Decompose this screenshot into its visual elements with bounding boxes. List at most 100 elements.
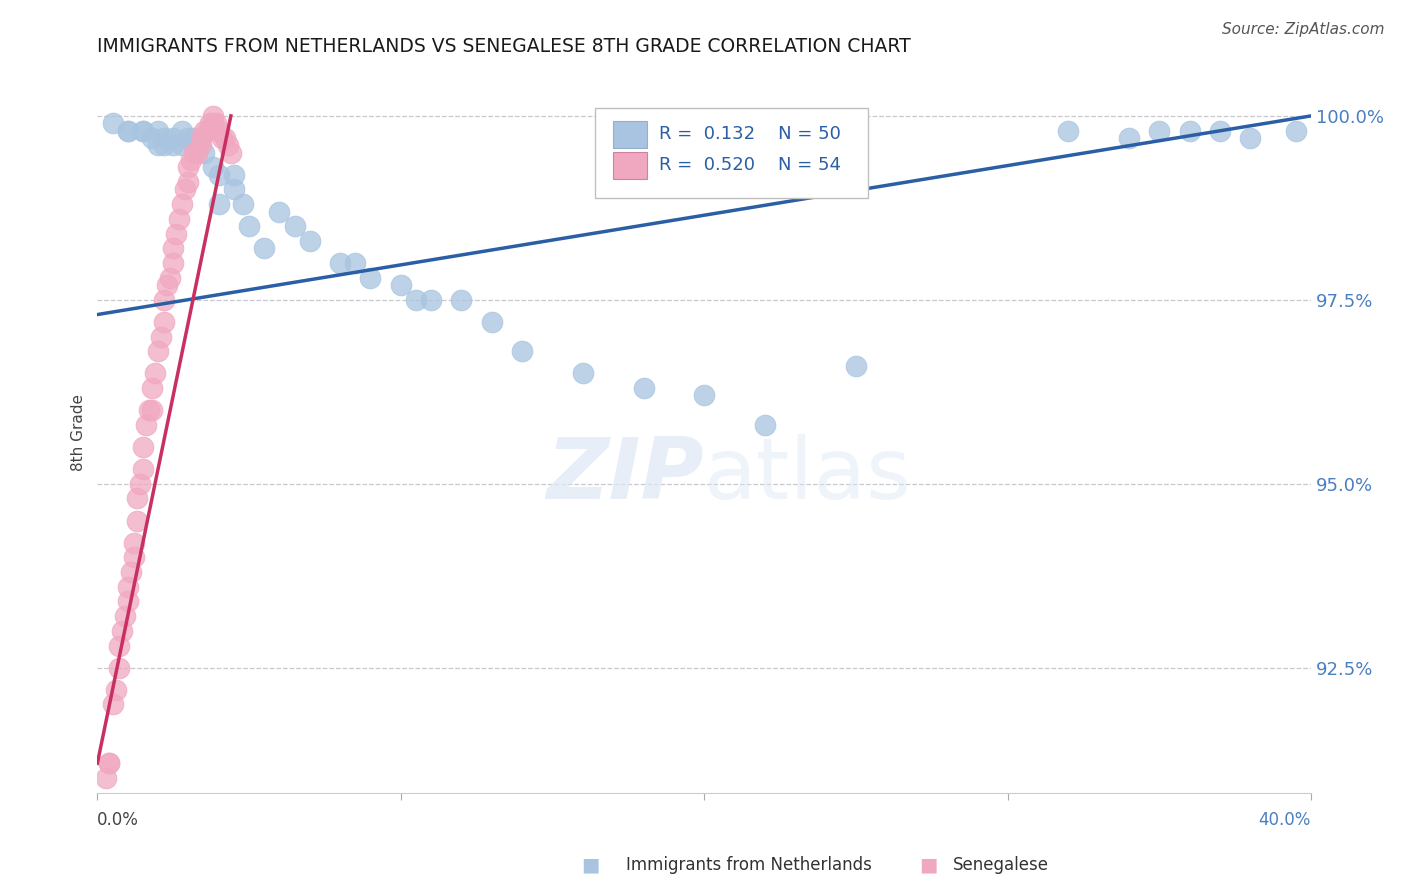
Point [122,535,145,549]
Point [405,293,427,307]
Point [232,197,254,211]
FancyBboxPatch shape [613,120,647,148]
Point [208,168,231,182]
Point [208,123,231,137]
Point [284,219,307,234]
Point [1285,123,1308,137]
FancyBboxPatch shape [595,108,868,198]
Point [146,138,169,153]
Point [219,145,242,160]
Point [222,168,245,182]
Point [159,270,181,285]
Point [201,161,224,175]
Point [190,138,212,153]
Point [143,367,166,381]
Point [186,145,208,160]
Point [214,131,236,145]
Point [146,123,169,137]
Point [183,138,205,153]
Point [125,514,148,528]
Point [180,153,202,167]
Point [481,315,503,329]
Point [198,116,221,130]
Point [132,440,155,454]
Point [141,381,163,395]
Point [107,639,129,653]
Point [156,278,179,293]
Point [450,293,472,307]
Point [193,145,215,160]
Point [1178,123,1201,137]
Point [174,182,197,196]
Point [201,109,224,123]
Point [120,565,142,579]
Point [138,403,160,417]
Point [162,256,184,270]
Point [162,138,184,153]
Point [177,161,200,175]
Point [96,771,118,785]
Point [190,131,212,145]
Text: R =  0.520    N = 54: R = 0.520 N = 54 [659,156,841,175]
Point [111,624,134,638]
Point [153,315,176,329]
Point [693,388,716,402]
Point [208,197,231,211]
Point [153,138,176,153]
Point [211,131,233,145]
Point [125,491,148,506]
Point [298,234,321,248]
Point [153,131,176,145]
Text: 0.0%: 0.0% [97,811,139,829]
Point [1118,131,1140,145]
Point [193,123,215,137]
Point [344,256,367,270]
Point [132,123,155,137]
Point [222,182,245,196]
Point [201,116,224,130]
Point [101,116,124,130]
Point [238,219,260,234]
Point [98,756,121,771]
Point [122,550,145,565]
Point [141,131,163,145]
Point [845,359,868,373]
Point [269,204,291,219]
Point [177,175,200,189]
Text: ■: ■ [918,855,938,875]
Point [329,256,352,270]
Point [132,462,155,476]
Point [183,145,205,160]
Point [389,278,412,293]
Point [172,197,194,211]
Point [104,682,127,697]
Point [101,698,124,712]
Point [107,661,129,675]
Point [420,293,443,307]
Point [114,609,136,624]
Text: R =  0.132    N = 50: R = 0.132 N = 50 [659,126,841,144]
Point [572,367,595,381]
Point [195,123,218,137]
Text: Immigrants from Netherlands: Immigrants from Netherlands [626,856,872,874]
Point [172,138,194,153]
Text: IMMIGRANTS FROM NETHERLANDS VS SENEGALESE 8TH GRADE CORRELATION CHART: IMMIGRANTS FROM NETHERLANDS VS SENEGALES… [97,37,911,56]
Point [162,131,184,145]
Point [1149,123,1171,137]
Text: atlas: atlas [704,434,912,517]
Point [510,344,533,359]
Text: ZIP: ZIP [547,434,704,517]
Point [754,417,776,432]
Point [183,131,205,145]
Point [169,211,191,226]
Point [141,403,163,417]
Text: 40.0%: 40.0% [1258,811,1312,829]
Point [98,756,121,771]
Point [117,594,139,608]
Point [135,417,157,432]
Point [253,241,276,255]
Point [633,381,655,395]
Y-axis label: 8th Grade: 8th Grade [72,393,86,471]
Point [146,344,169,359]
Point [1239,131,1261,145]
